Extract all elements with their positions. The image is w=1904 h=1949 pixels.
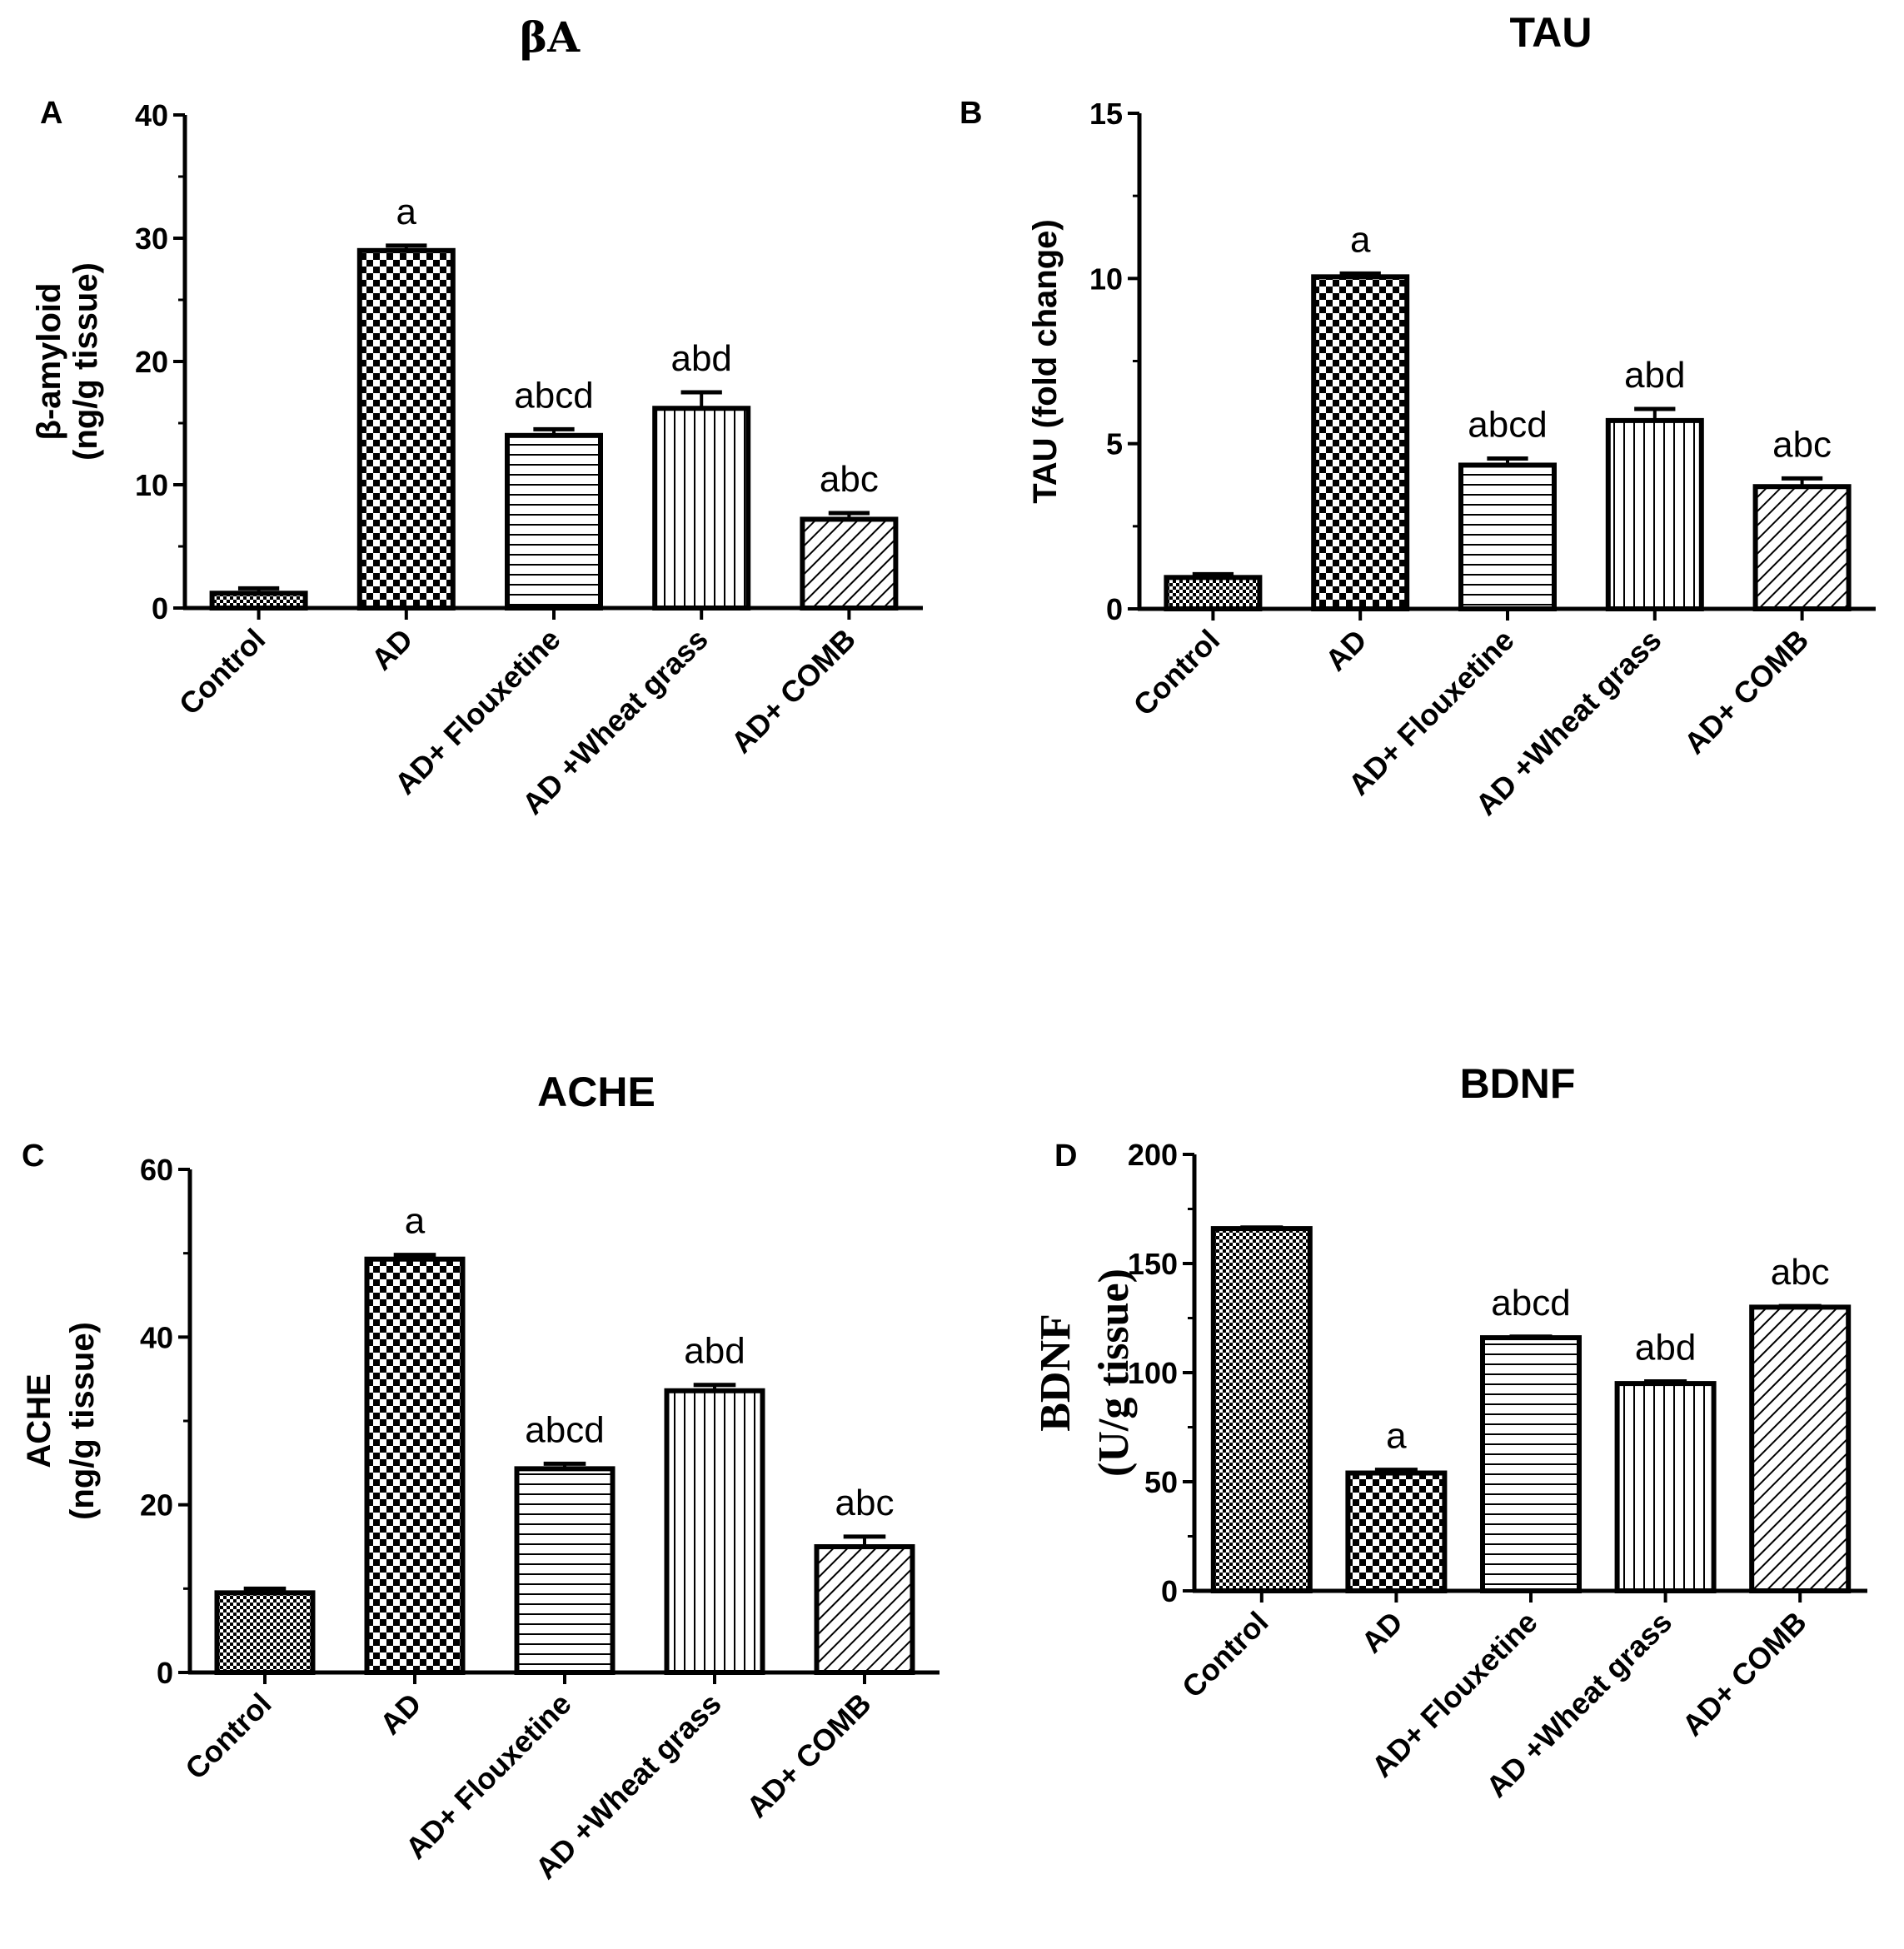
significance-label: abc	[1771, 1252, 1830, 1293]
significance-label: abcd	[1468, 405, 1547, 446]
y-tick-label: 0	[152, 591, 168, 626]
bar-ad	[1345, 1470, 1448, 1594]
y-axis-label-units: (U/g tissue)	[1090, 1269, 1138, 1477]
bar-ad-comb	[1752, 484, 1852, 611]
x-tick-label: AD	[373, 1687, 428, 1742]
bar-ad-wheat-grass	[664, 1388, 765, 1675]
y-tick-label: 20	[135, 345, 168, 379]
y-axis-label: BDNF	[1032, 1313, 1079, 1432]
y-axis-label: β-amyloid	[31, 283, 67, 441]
bar-ad-comb	[814, 1544, 915, 1675]
chart-title: BDNF	[1460, 1060, 1576, 1107]
y-tick-label: 10	[1089, 262, 1123, 296]
y-tick-label: 10	[135, 468, 168, 502]
panel-b: TAU B TAU (fold change) 0 5 10 15 Control AD a AD+…	[959, 9, 1876, 822]
bar-ad-flouxetine	[514, 1466, 616, 1675]
significance-label: abcd	[525, 1409, 604, 1450]
chart-title: βA	[520, 12, 581, 62]
panel-a: βA Aβ-amyloid (ng/g tissue) 0 10 20 30 40 Contro…	[31, 12, 923, 821]
significance-label: abd	[1635, 1327, 1696, 1368]
significance-label: abc	[1772, 424, 1832, 465]
y-axis-label: TAU (fold change)	[1027, 219, 1064, 503]
bar-control	[1164, 575, 1263, 611]
bar-ad-wheat-grass	[1605, 417, 1704, 611]
chart-title: ACHE	[537, 1069, 655, 1115]
y-tick-label: 40	[140, 1320, 173, 1354]
panel-letter: A	[40, 96, 62, 131]
bar-ad-flouxetine	[505, 432, 603, 611]
y-tick-label: 0	[1106, 592, 1123, 626]
bar-ad-comb	[1749, 1304, 1852, 1594]
bar-ad-wheat-grass	[652, 406, 751, 611]
significance-label: abcd	[1491, 1283, 1570, 1323]
bar-control	[214, 1590, 316, 1676]
y-tick-label: 60	[140, 1153, 173, 1187]
y-axis-label-units: (ng/g tissue)	[67, 262, 104, 461]
bar-control	[1210, 1226, 1313, 1593]
panel-letter: D	[1054, 1139, 1077, 1174]
chart-title: TAU	[1509, 9, 1592, 56]
significance-label: abd	[670, 338, 731, 379]
x-tick-label: AD+ COMB	[1675, 1605, 1812, 1742]
significance-label: abc	[820, 459, 879, 500]
bar-ad-flouxetine	[1458, 462, 1557, 612]
y-tick-label: 200	[1128, 1138, 1178, 1172]
y-tick-label: 0	[157, 1656, 173, 1690]
significance-label: abd	[684, 1331, 745, 1372]
y-tick-label: 0	[1161, 1574, 1178, 1608]
x-tick-label: AD	[1318, 623, 1373, 678]
x-tick-label: AD+ COMB	[725, 622, 862, 760]
y-tick-label: 5	[1106, 427, 1123, 461]
significance-label: a	[405, 1201, 426, 1242]
y-tick-label: 15	[1089, 97, 1123, 131]
significance-label: a	[396, 192, 417, 232]
y-tick-label: 50	[1144, 1465, 1178, 1499]
bar-ad	[364, 1256, 466, 1676]
bar-control	[209, 591, 308, 611]
y-axis-label-units: (ng/g tissue)	[64, 1322, 101, 1520]
y-tick-label: 40	[135, 98, 168, 132]
panel-letter: B	[959, 96, 982, 131]
x-tick-label: AD+ COMB	[1677, 623, 1815, 760]
y-tick-label: 150	[1128, 1247, 1178, 1281]
significance-label: abc	[835, 1483, 895, 1523]
significance-label: abcd	[514, 375, 593, 416]
panel-letter: C	[22, 1139, 44, 1174]
y-tick-label: 30	[135, 222, 168, 256]
y-tick-label: 20	[140, 1488, 173, 1523]
x-tick-label: AD+ COMB	[740, 1687, 877, 1824]
bar-ad-flouxetine	[1480, 1335, 1582, 1593]
x-tick-label: Control	[1127, 623, 1226, 722]
bar-ad	[356, 247, 456, 611]
significance-label: abd	[1624, 355, 1685, 396]
x-tick-label: Control	[178, 1687, 277, 1786]
significance-label: a	[1350, 219, 1371, 260]
x-tick-label: AD	[1354, 1605, 1409, 1660]
significance-label: a	[1386, 1416, 1407, 1457]
x-tick-label: Control	[1175, 1605, 1274, 1704]
y-tick-label: 100	[1128, 1356, 1178, 1390]
y-axis-label: ACHE	[21, 1373, 57, 1468]
bar-ad-comb	[800, 516, 899, 611]
bar-ad	[1311, 274, 1410, 611]
x-tick-label: Control	[172, 622, 272, 721]
bar-ad-wheat-grass	[1614, 1381, 1717, 1593]
x-tick-label: AD	[365, 622, 420, 677]
